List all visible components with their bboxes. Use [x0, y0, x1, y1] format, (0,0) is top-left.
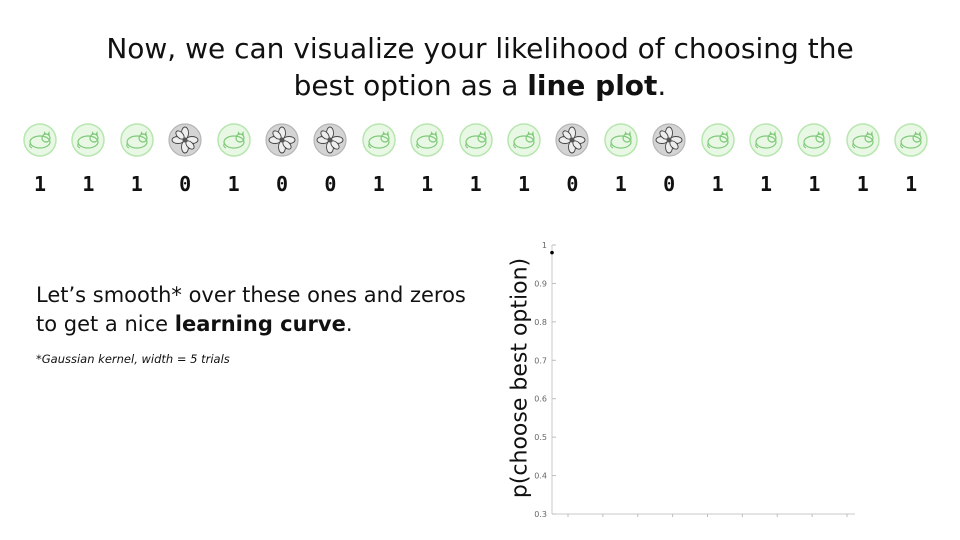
trial-value: 1	[372, 172, 385, 196]
trial-value: 0	[179, 172, 192, 196]
trial-value: 1	[759, 172, 773, 196]
cat-icon	[846, 123, 880, 157]
flower-icon	[313, 123, 347, 157]
cat-icon	[797, 123, 832, 157]
flower-icon	[555, 123, 589, 157]
trial-item: 1	[407, 120, 447, 200]
flower-icon	[168, 123, 202, 157]
trial-value: 1	[905, 172, 918, 196]
footnote: *Gaussian kernel, width = 5 trials	[36, 352, 230, 366]
cat-icon	[362, 123, 396, 157]
trial-item: 1	[117, 120, 157, 200]
trial-value: 1	[614, 172, 627, 196]
cat-icon	[120, 123, 154, 157]
title-period: .	[657, 69, 667, 102]
trial-item: 0	[165, 120, 205, 200]
cat-icon	[507, 123, 541, 157]
title-emphasis: line plot	[527, 69, 658, 102]
y-tick-label: 0.5	[534, 433, 547, 442]
trial-item: 1	[746, 120, 786, 200]
y-tick-label: 0.8	[534, 318, 547, 327]
trial-value: 1	[33, 172, 47, 196]
trial-item: 1	[698, 120, 738, 200]
title-text: Now, we can visualize your likelihood of…	[106, 32, 854, 102]
trial-value: 0	[663, 172, 676, 196]
trial-value: 1	[517, 172, 531, 196]
cat-icon	[458, 123, 493, 157]
cat-icon	[71, 123, 106, 157]
trial-value: 0	[566, 172, 579, 196]
cat-icon	[700, 123, 735, 157]
trial-value: 1	[808, 172, 821, 196]
flower-icon	[652, 123, 686, 157]
slide-title: Now, we can visualize your likelihood of…	[80, 30, 880, 104]
cat-icon	[894, 123, 928, 157]
y-tick-label: 0.3	[534, 510, 547, 519]
trial-value: 1	[856, 172, 869, 196]
trial-item: 1	[20, 120, 60, 200]
trial-item: 1	[843, 120, 883, 200]
cat-icon	[23, 123, 57, 157]
trial-item: 1	[68, 120, 108, 200]
y-tick-label: 1	[542, 241, 547, 250]
trial-item: 0	[552, 120, 592, 200]
y-tick-label: 0.4	[534, 472, 547, 481]
trial-value: 1	[469, 172, 482, 196]
trial-item: 1	[794, 120, 834, 200]
cat-icon	[604, 123, 638, 157]
trial-item: 1	[359, 120, 399, 200]
cat-icon	[749, 123, 783, 157]
body-text-plain: Let’s smooth* over these ones and zeros …	[36, 283, 466, 336]
trial-value: 1	[421, 172, 434, 196]
y-tick-label: 0.7	[534, 356, 547, 365]
trial-value: 1	[711, 172, 724, 196]
trial-value: 1	[82, 172, 95, 196]
cat-icon	[410, 123, 444, 157]
trial-item: 1	[891, 120, 931, 200]
chart-svg: 0.3 0.4 0.5 0.6 0.7 0.8 0.9 1	[534, 241, 855, 519]
trial-value: 1	[227, 172, 240, 196]
body-text-emphasis: learning curve	[174, 312, 346, 336]
trial-item: 1	[456, 120, 496, 200]
trial-item: 1	[214, 120, 254, 200]
trial-item: 1	[601, 120, 641, 200]
trial-value: 1	[130, 172, 143, 196]
trial-item: 0	[262, 120, 302, 200]
trial-item: 0	[310, 120, 350, 200]
y-tick-label: 0.6	[534, 395, 547, 404]
body-text: Let’s smooth* over these ones and zeros …	[36, 281, 476, 339]
trial-value: 0	[275, 172, 289, 196]
series-point	[550, 250, 554, 255]
trial-item: 0	[649, 120, 689, 200]
trial-item: 1	[504, 120, 544, 200]
learning-curve-chart: 0.3 0.4 0.5 0.6 0.7 0.8 0.9 1	[525, 236, 865, 528]
flower-icon	[265, 123, 299, 157]
trial-value: 0	[324, 172, 337, 196]
y-tick-label: 0.9	[534, 279, 547, 288]
trial-sequence: 1 1 1 0 1 0 0 1 1 1 1 0 1 0 1 1 1 1 1	[20, 120, 945, 204]
cat-icon	[216, 123, 251, 157]
body-text-period: .	[345, 312, 353, 336]
